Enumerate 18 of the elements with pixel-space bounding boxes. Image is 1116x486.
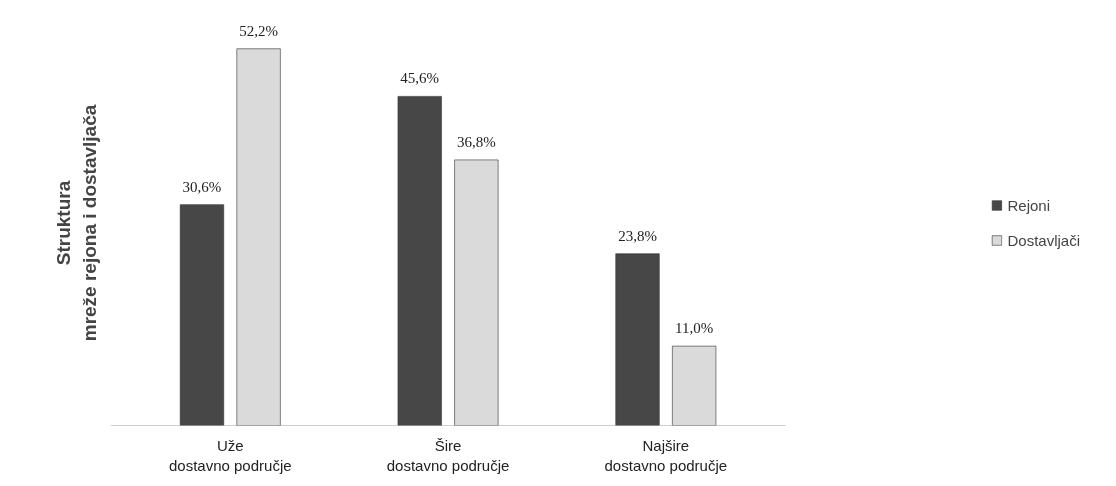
data-label: 45,6% bbox=[400, 70, 440, 87]
bar bbox=[615, 253, 660, 426]
data-label: 36,8% bbox=[456, 133, 496, 150]
bar bbox=[454, 159, 499, 426]
bar bbox=[672, 345, 717, 426]
bar bbox=[179, 204, 225, 426]
data-label: 30,6% bbox=[182, 178, 222, 195]
legend-label: Dostavljači bbox=[1007, 231, 1080, 249]
data-label: 23,8% bbox=[618, 227, 657, 244]
bar bbox=[397, 96, 442, 426]
bar bbox=[236, 48, 281, 426]
x-tick-label: Najšire dostavno područje bbox=[604, 436, 728, 474]
x-tick-label: Šire dostavno područje bbox=[386, 436, 510, 474]
y-axis-title: Struktura mreže rejona i dostavljača bbox=[53, 104, 100, 342]
data-label: 11,0% bbox=[675, 320, 714, 337]
x-tick-label: Uže dostavno područje bbox=[168, 436, 292, 474]
legend-label: Rejoni bbox=[1007, 196, 1050, 214]
data-label: 52,2% bbox=[239, 22, 278, 39]
